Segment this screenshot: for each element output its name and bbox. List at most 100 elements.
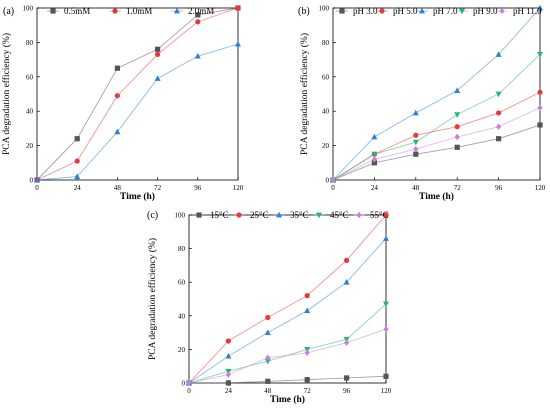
data-point [496, 136, 502, 142]
data-point [225, 338, 231, 344]
data-point [413, 132, 419, 138]
data-point [155, 51, 161, 58]
data-point [383, 301, 389, 308]
legend-marker [236, 212, 242, 218]
data-point [371, 133, 378, 140]
series-line [332, 107, 541, 181]
legend-label: pH 11.0 [513, 6, 542, 16]
data-point [304, 293, 310, 299]
series-line [188, 303, 387, 384]
x-tick-label: 24 [225, 387, 233, 395]
series-3 [186, 235, 389, 386]
data-point [114, 93, 120, 99]
x-axis-title: Time (h) [419, 191, 454, 202]
y-tick-label: 20 [26, 142, 34, 150]
y-tick-label: 40 [26, 108, 34, 116]
data-point [412, 139, 419, 146]
data-point [195, 19, 201, 25]
data-point [537, 89, 543, 95]
series-line [188, 214, 387, 384]
legend-entry: pH 5.0 [376, 6, 418, 16]
data-point [114, 128, 121, 135]
legend-label: pH 9.0 [473, 6, 498, 16]
y-axis-title: PCA degradation efficiency (%) [147, 238, 158, 360]
data-point [264, 329, 271, 335]
y-tick-label: 20 [322, 142, 330, 150]
series-line [188, 328, 387, 384]
data-point [264, 358, 271, 365]
data-point [537, 104, 543, 111]
y-axis-title: PCA degradation efficiency (%) [1, 33, 12, 155]
legend-entry: 15°C [193, 210, 229, 220]
legend-entry: pH 7.0 [416, 6, 458, 16]
data-point [537, 4, 543, 11]
legend-label: 2.0mM [188, 6, 214, 16]
data-point [304, 349, 310, 356]
data-point [413, 151, 419, 157]
legend-entry: 1.0mM [109, 6, 152, 16]
data-point [155, 46, 161, 52]
x-tick-label: 24 [371, 184, 379, 192]
data-point [454, 144, 460, 150]
legend-entry: 2.0mM [171, 6, 214, 16]
data-point [454, 133, 460, 141]
series-line [332, 124, 541, 181]
series-line [189, 375, 387, 384]
legend-label: 1.0mM [126, 6, 152, 16]
data-point [235, 40, 241, 47]
panel-label: (b) [298, 6, 310, 17]
legend-label: 35°C [290, 210, 309, 220]
data-point [74, 136, 80, 142]
data-point [496, 110, 502, 116]
data-point [195, 12, 201, 18]
series-4 [186, 301, 389, 387]
data-point [225, 380, 231, 386]
data-point [74, 158, 80, 164]
legend-marker [379, 8, 385, 14]
series-2 [186, 212, 389, 386]
x-tick-label: 0 [331, 184, 335, 192]
data-point [383, 212, 389, 218]
x-tick-label: 96 [343, 387, 351, 395]
y-tick-label: 60 [178, 279, 186, 287]
y-tick-label: 100 [175, 212, 186, 220]
y-tick-label: 80 [178, 245, 186, 253]
legend-entry: pH 11.0 [496, 6, 542, 16]
x-tick-label: 96 [194, 184, 202, 192]
chart-panel-2: 0 24 48 72 96 120 0 20 40 60 80 100 Time (h) PCA degr… [298, 5, 546, 203]
data-point [371, 156, 377, 163]
data-point [154, 75, 161, 81]
data-point [383, 235, 389, 241]
data-point [413, 145, 419, 153]
series-line [332, 54, 541, 181]
x-axis-title: Time (h) [120, 191, 155, 202]
legend-marker [459, 8, 465, 15]
data-point [225, 352, 232, 359]
data-point [344, 339, 350, 346]
series-3 [330, 4, 543, 183]
x-tick-label: 72 [304, 387, 312, 395]
data-point [344, 257, 350, 263]
panel-label: (a) [3, 6, 14, 17]
legend-label: 55°C [370, 210, 389, 220]
series-4 [330, 52, 543, 184]
series-5 [330, 104, 543, 184]
series-5 [186, 326, 389, 387]
data-point [383, 373, 389, 379]
series-1 [34, 5, 241, 183]
data-point [235, 5, 241, 11]
legend-marker [356, 211, 362, 219]
x-tick-label: 120 [535, 184, 546, 192]
y-tick-label: 60 [322, 73, 330, 81]
data-point [343, 279, 350, 285]
data-point [537, 52, 543, 58]
data-point [495, 91, 502, 98]
legend-marker [499, 7, 505, 15]
legend-label: 15°C [210, 210, 229, 220]
chart-panel-3: 0 24 48 72 96 120 0 20 40 60 80 100 Time (h) PCA degr… [147, 210, 392, 405]
x-tick-label: 48 [412, 184, 420, 192]
data-point [186, 379, 192, 387]
series-line [36, 43, 239, 181]
legend-marker [419, 7, 425, 14]
series-line [188, 238, 387, 384]
